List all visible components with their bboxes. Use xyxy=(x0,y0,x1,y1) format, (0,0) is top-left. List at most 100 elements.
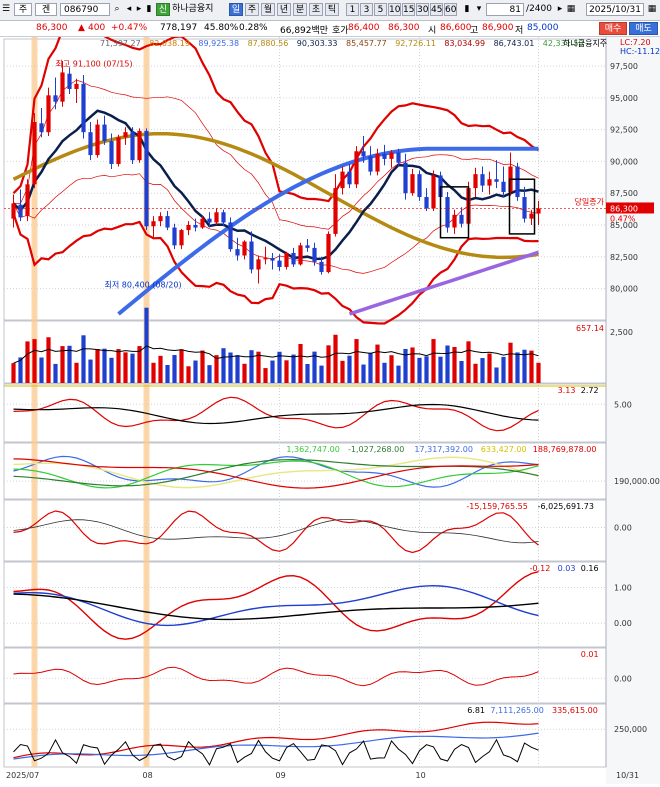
volume-bar xyxy=(228,352,233,383)
period-button[interactable]: 월 xyxy=(261,3,275,16)
candle-body xyxy=(172,227,177,246)
candle-body xyxy=(445,197,450,228)
buy-button[interactable]: 매수 xyxy=(599,22,627,35)
candle-body xyxy=(32,122,37,185)
price-legend-value: 87,880.56 xyxy=(248,39,289,48)
candle-body xyxy=(221,212,226,223)
chart-title: 하나금융지주 xyxy=(563,38,607,48)
candle-body xyxy=(515,166,520,198)
volume-bar xyxy=(11,363,16,383)
candle-body xyxy=(494,179,499,182)
period-button[interactable]: 주 xyxy=(245,3,259,16)
ind6-blue-line xyxy=(13,732,539,760)
candle-body xyxy=(200,218,205,228)
volume-bar xyxy=(109,357,114,383)
ind6-legend-value: 7,111,265.00 xyxy=(490,706,543,715)
volume-bar xyxy=(172,355,177,383)
candle-body xyxy=(109,141,114,164)
ma-blue-line xyxy=(117,146,539,316)
period-button[interactable]: 틱 xyxy=(325,3,339,16)
minute-option-button[interactable]: 5 xyxy=(374,3,387,16)
ind3-legend-value: -6,025,691.73 xyxy=(538,502,594,511)
mode-select[interactable]: 겐 xyxy=(35,3,57,16)
page-counter-input[interactable]: 81 xyxy=(486,3,524,16)
candle-body xyxy=(473,174,478,189)
minute-option-button[interactable]: 60 xyxy=(444,3,457,16)
more-icon[interactable]: ▸ xyxy=(557,4,563,14)
settings-icon[interactable]: ▾ xyxy=(476,4,482,14)
volume-bar xyxy=(144,307,149,383)
expand-icon[interactable]: ▮ xyxy=(464,4,470,14)
menu-grip-icon[interactable]: ☰ xyxy=(2,4,11,14)
volume-bar xyxy=(291,354,296,383)
candle-body xyxy=(396,152,401,163)
next-icon[interactable]: ▸ xyxy=(136,4,142,14)
candle-body xyxy=(263,258,268,260)
volume-bar xyxy=(480,358,485,383)
chart-area[interactable]: 97,500 95,000 92,500 90,000 87,500 85,000 82,5… xyxy=(0,18,660,784)
candle-body xyxy=(116,137,121,164)
volume-bar xyxy=(445,345,450,383)
volume-bar xyxy=(396,365,401,383)
prev-icon[interactable]: ◂ xyxy=(126,4,132,14)
period-day-button[interactable]: 일 xyxy=(229,3,243,16)
volume-bar xyxy=(130,353,135,383)
candle-body xyxy=(522,197,527,219)
minute-option-button[interactable]: 45 xyxy=(430,3,443,16)
volume-bar xyxy=(39,357,44,383)
ind6-y-tick: 250,000 xyxy=(614,725,647,734)
volume-bar xyxy=(46,337,51,383)
page-total: /2400 xyxy=(524,3,554,16)
period-button[interactable]: 초 xyxy=(309,3,323,16)
candle-body xyxy=(39,123,44,133)
volume-bar xyxy=(501,356,506,383)
minute-option-button[interactable]: 15 xyxy=(402,3,415,16)
low-label: 저 xyxy=(515,26,524,36)
ind4-y-tick: 0.00 xyxy=(614,619,632,628)
volume-bar xyxy=(179,349,184,383)
candle-body xyxy=(284,252,289,267)
candle-body xyxy=(501,181,506,192)
minute-option-button[interactable]: 10 xyxy=(388,3,401,16)
candle-body xyxy=(88,132,93,156)
x-axis-label: 09 xyxy=(276,771,286,780)
high-annotation: 최고 91,100 (07/15) xyxy=(56,58,133,68)
minute-option-button[interactable]: 3 xyxy=(360,3,373,16)
volume-bar xyxy=(151,362,156,383)
candle-body xyxy=(137,130,142,161)
candle-body xyxy=(480,174,485,186)
highlight-column xyxy=(31,37,38,767)
market-select[interactable]: 주 xyxy=(14,3,32,16)
stock-code-value: 086790 xyxy=(64,5,99,15)
volume-y-tick: 2,500 xyxy=(610,328,633,337)
volume-bar xyxy=(452,346,457,383)
stock-code-input[interactable]: 086790 xyxy=(60,3,110,16)
stock-chart[interactable]: 97,500 95,000 92,500 90,000 87,500 85,000 82,5… xyxy=(0,18,660,784)
sell-button[interactable]: 매도 xyxy=(629,22,658,35)
date-input[interactable]: 2025/10/31 xyxy=(586,3,644,16)
candle-body xyxy=(452,214,457,228)
period-button[interactable]: 년 xyxy=(277,3,291,16)
period-button[interactable]: 분 xyxy=(293,3,307,16)
volume-bar xyxy=(536,362,541,383)
candle-body xyxy=(193,225,198,228)
volume-bar xyxy=(242,363,247,383)
candle-body xyxy=(158,216,163,222)
minute-option-button[interactable]: 1 xyxy=(346,3,359,16)
candle-body xyxy=(130,132,135,161)
candle-body xyxy=(60,72,65,102)
up-arrow-icon: ▲ xyxy=(78,23,85,33)
ind4-legend-value: 0.16 xyxy=(581,564,599,573)
ind4-blue-line xyxy=(13,584,539,627)
search-icon[interactable]: ⌕ xyxy=(114,4,120,14)
calendar-icon[interactable]: ▦ xyxy=(566,4,576,14)
date-picker-icon[interactable]: ▦ xyxy=(647,4,657,14)
y-tick-label: 85,000 xyxy=(610,221,638,230)
bars-icon[interactable]: ▮ xyxy=(146,4,152,14)
volume-bar xyxy=(431,339,436,383)
volume-ma-line xyxy=(13,345,539,364)
stock-name: 하나금융지 xyxy=(172,3,228,16)
minute-option-button[interactable]: 30 xyxy=(416,3,429,16)
price-legend-value: 89,925.38 xyxy=(198,39,239,48)
ind1-black-line xyxy=(13,403,539,425)
